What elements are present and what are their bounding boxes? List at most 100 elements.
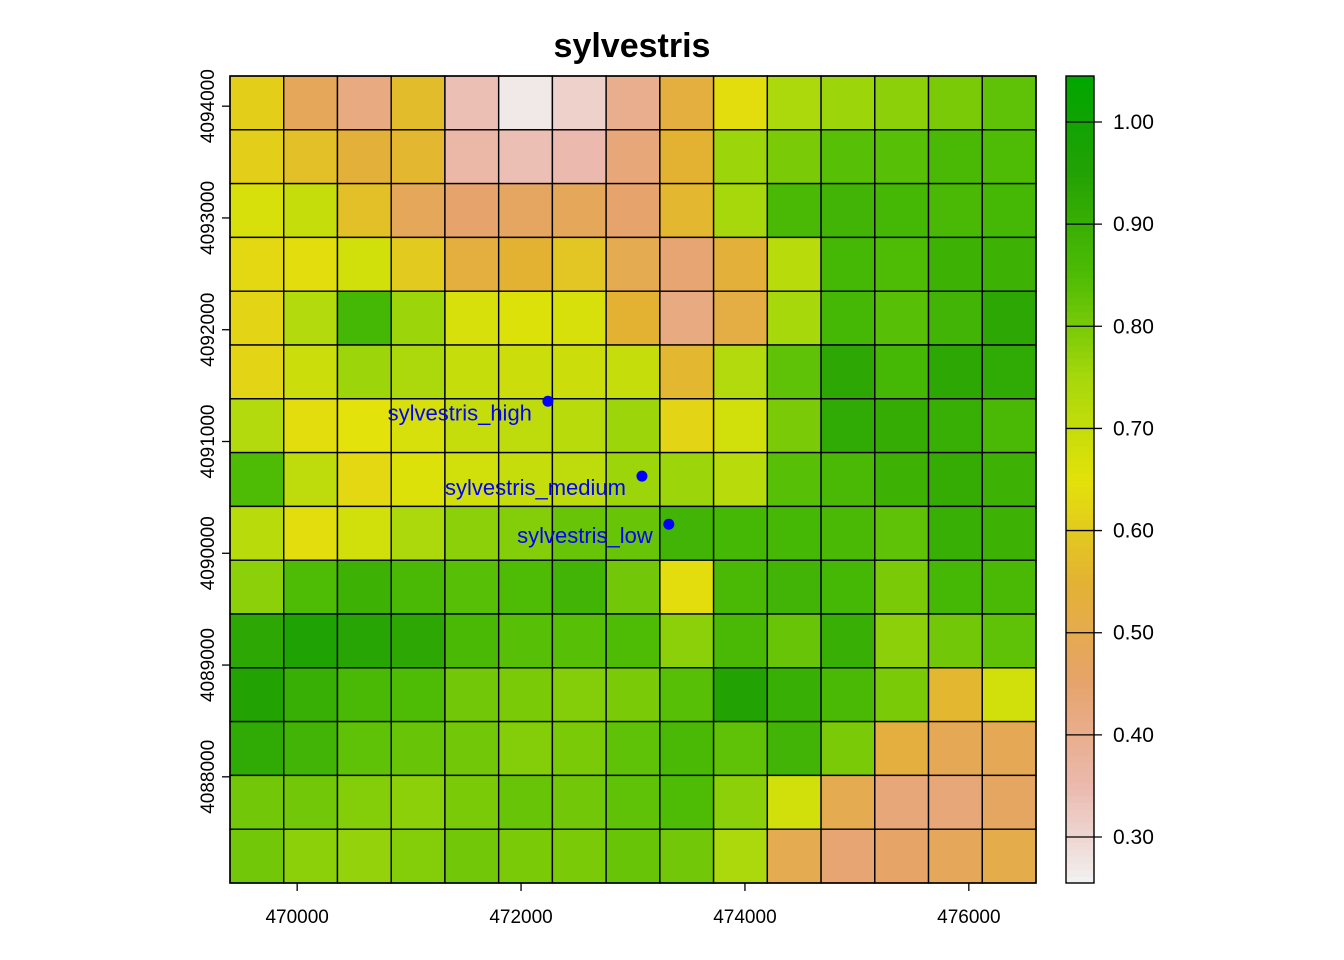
legend-tick-label: 0.90 — [1113, 213, 1154, 236]
raster-cell — [981, 505, 1037, 561]
legend-color-step — [1066, 714, 1094, 723]
raster-cell — [336, 774, 392, 830]
raster-cell — [283, 290, 339, 346]
raster-cell — [981, 290, 1037, 346]
y-tick-label: 4091000 — [198, 405, 219, 479]
raster-cell — [551, 828, 607, 884]
raster-cell — [605, 559, 661, 615]
point-marker — [663, 518, 675, 530]
raster-cell — [874, 75, 930, 131]
legend-color-step — [1066, 439, 1094, 447]
raster-cell — [283, 75, 339, 131]
legend-color-step — [1066, 392, 1094, 400]
raster-cell — [229, 774, 285, 830]
raster-cell — [283, 667, 339, 723]
raster-cell — [283, 129, 339, 185]
raster-cell — [820, 774, 876, 830]
raster-cell — [444, 75, 500, 131]
raster-cell — [444, 129, 500, 185]
raster-cell — [336, 236, 392, 292]
raster-cell — [712, 828, 769, 884]
x-tick-label: 470000 — [265, 907, 328, 928]
legend-color-step — [1066, 143, 1094, 151]
legend-color-step — [1066, 566, 1094, 575]
point-markers: sylvestris_high sylvestris_medium sylvestr… — [388, 395, 675, 548]
raster-cell — [712, 398, 769, 454]
legend-color-step — [1066, 156, 1094, 165]
raster-cell — [712, 613, 769, 669]
raster-cell — [229, 828, 285, 884]
legend-color-step — [1066, 519, 1094, 528]
raster-cell — [712, 129, 769, 185]
legend-color-step — [1066, 513, 1094, 521]
raster-cell — [336, 344, 392, 400]
raster-cell — [927, 720, 983, 777]
legend-color-step — [1066, 674, 1094, 682]
legend-color-step — [1066, 96, 1094, 104]
legend-color-step — [1066, 694, 1094, 703]
raster-cell — [820, 344, 876, 400]
y-axis: 4088000 4089000 4090000 4091000 4092000 40930… — [198, 69, 230, 814]
raster-cell — [659, 290, 715, 346]
raster-cell — [497, 129, 554, 185]
raster-cell — [390, 129, 446, 185]
raster-cell — [820, 182, 876, 239]
point-marker — [636, 470, 648, 482]
legend-color-step — [1066, 782, 1094, 790]
legend-color-step — [1066, 116, 1094, 124]
legend-color-step — [1066, 795, 1094, 803]
legend-color-step — [1066, 338, 1094, 346]
raster-cell — [229, 398, 285, 454]
raster-cell — [336, 667, 392, 723]
legend-color-step — [1066, 149, 1094, 158]
legend-color-step — [1066, 466, 1094, 474]
raster-cell — [497, 344, 554, 400]
raster-cell — [497, 613, 554, 669]
legend-color-step — [1066, 775, 1094, 783]
legend-color-step — [1066, 553, 1094, 561]
raster-cell — [659, 451, 715, 508]
legend-color-step — [1066, 385, 1094, 393]
raster-cell — [605, 505, 661, 561]
raster-cell — [712, 720, 769, 777]
raster-cell — [497, 720, 554, 777]
raster-cell — [390, 667, 446, 723]
raster-cell — [336, 182, 392, 239]
raster-cell — [712, 290, 769, 346]
raster-cell — [820, 451, 876, 508]
raster-cell — [444, 559, 500, 615]
legend-color-step — [1066, 788, 1094, 797]
raster-cell — [229, 182, 285, 239]
raster-cell — [766, 451, 822, 508]
legend-color-step — [1066, 587, 1094, 595]
raster-cell — [659, 828, 715, 884]
color-legend: 0.30 0.40 0.50 0.60 0.70 0.80 0.90 1.00 — [1065, 75, 1154, 884]
legend-color-step — [1066, 331, 1094, 339]
raster-cell — [551, 667, 607, 723]
raster-cell — [390, 559, 446, 615]
raster-cell — [874, 720, 930, 777]
legend-color-step — [1066, 862, 1094, 871]
x-tick-label: 474000 — [713, 907, 776, 928]
raster-cell — [497, 667, 554, 723]
raster-cell — [820, 667, 876, 723]
legend-color-step — [1066, 546, 1094, 555]
y-tick-label: 4090000 — [198, 516, 219, 590]
raster-cell — [229, 613, 285, 669]
raster-cell — [874, 667, 930, 723]
raster-cell — [927, 344, 983, 400]
legend-color-step — [1066, 486, 1094, 494]
legend-color-step — [1066, 593, 1094, 602]
raster-cell — [390, 236, 446, 292]
raster-cell — [766, 129, 822, 185]
raster-cell — [390, 398, 446, 454]
raster-cell — [927, 559, 983, 615]
legend-color-step — [1066, 822, 1094, 830]
legend-color-step — [1066, 371, 1094, 380]
raster-cell — [336, 451, 392, 508]
legend-color-step — [1066, 580, 1094, 588]
legend-frame — [1065, 75, 1095, 884]
raster-cell — [712, 236, 769, 292]
raster-cell — [229, 451, 285, 508]
raster-cell — [497, 559, 554, 615]
